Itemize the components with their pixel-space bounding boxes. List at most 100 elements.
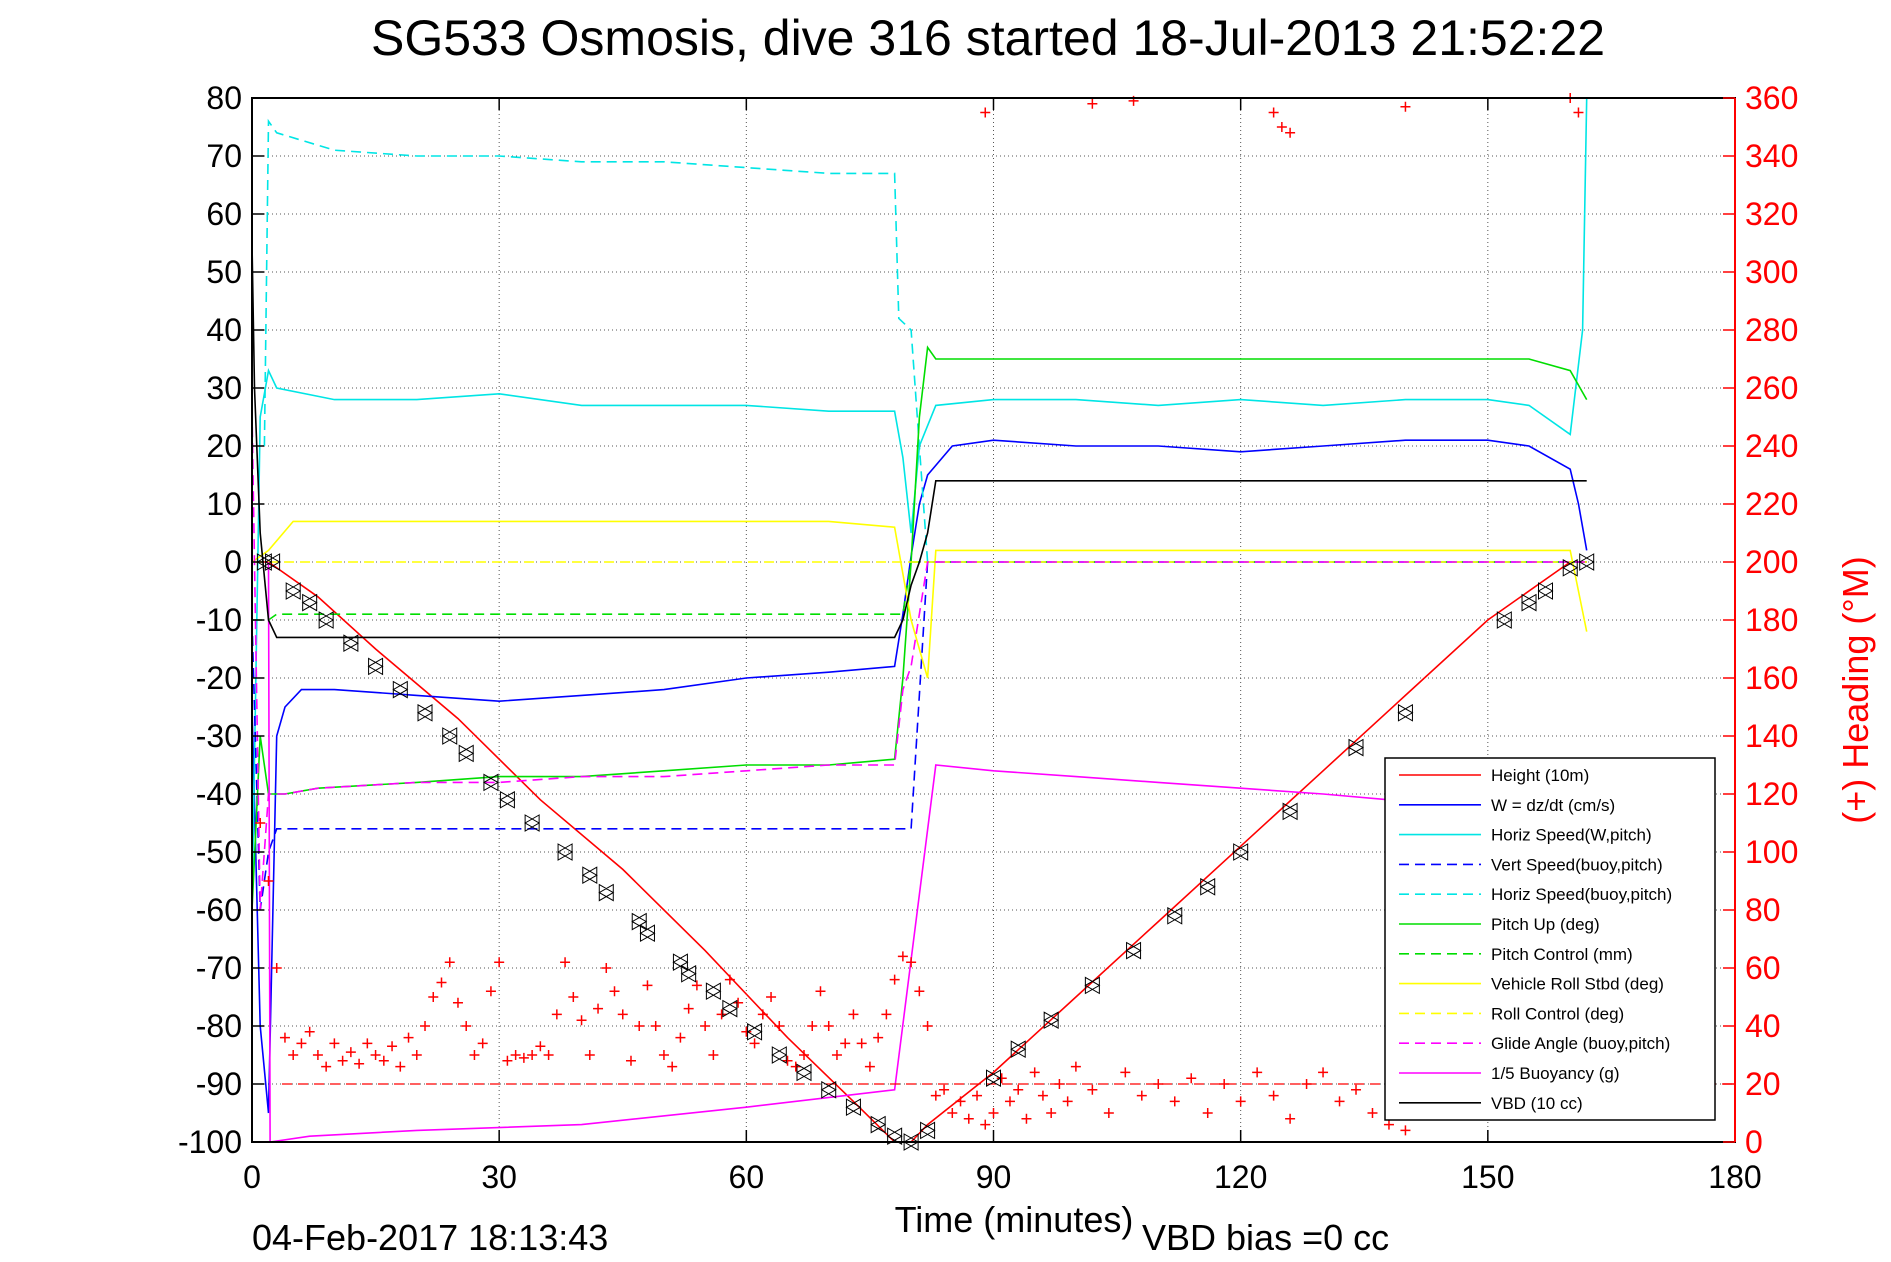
heading-point <box>263 876 274 886</box>
heading-point <box>1301 1079 1312 1089</box>
legend-label: Vert Speed(buoy,pitch) <box>1491 855 1663 874</box>
heading-point <box>321 1061 332 1072</box>
heading-point <box>1276 122 1287 132</box>
y2-tick-label: 260 <box>1745 370 1798 406</box>
y2-tick-label: 340 <box>1745 138 1798 174</box>
heading-point <box>296 1038 307 1049</box>
heading-point <box>881 1009 892 1020</box>
heading-point <box>1400 101 1411 112</box>
heading-point <box>1013 1084 1024 1095</box>
heading-point <box>889 974 900 985</box>
heading-point <box>1285 127 1296 138</box>
heading-point <box>576 1015 587 1026</box>
heading-point <box>972 1090 983 1101</box>
legend-label: Height (10m) <box>1491 766 1589 785</box>
height-marker <box>524 814 541 832</box>
height-marker <box>680 964 697 983</box>
legend-box <box>1384 757 1716 1121</box>
x-tick-label: 0 <box>243 1159 261 1195</box>
height-marker <box>870 1115 887 1134</box>
y2-tick-label: 320 <box>1745 196 1798 232</box>
heading-point <box>930 1090 941 1101</box>
heading-point <box>922 1021 933 1031</box>
height-marker <box>795 1063 813 1082</box>
heading-point <box>650 1021 661 1031</box>
heading-point <box>1318 1067 1329 1078</box>
heading-point <box>980 107 991 118</box>
x-tick-label: 180 <box>1708 1159 1761 1195</box>
y-tick-label: -10 <box>196 602 242 638</box>
heading-point <box>494 957 505 968</box>
heading-point <box>708 1050 719 1060</box>
x-tick-label: 30 <box>481 1159 517 1195</box>
y-tick-label: -30 <box>196 718 242 754</box>
heading-point <box>255 818 266 828</box>
heading-point <box>906 957 917 968</box>
series-line-w <box>251 439 1588 1114</box>
heading-point <box>823 1021 834 1031</box>
legend-label: Horiz Speed(W,pitch) <box>1491 826 1652 845</box>
height-marker <box>318 611 335 629</box>
heading-point <box>1029 1067 1040 1078</box>
heading-point <box>757 1009 768 1020</box>
y-tick-label: -70 <box>196 950 242 986</box>
heading-point <box>436 977 447 988</box>
vbd-bias-label: VBD bias =0 cc <box>1142 1217 1389 1258</box>
height-marker <box>557 843 574 861</box>
y-tick-label: -100 <box>178 1124 242 1160</box>
series-line-horiz_w <box>251 97 1588 911</box>
heading-point <box>914 986 925 997</box>
heading-point <box>312 1050 323 1060</box>
y-tick-label: 0 <box>224 544 242 580</box>
heading-point <box>518 1052 529 1063</box>
x-tick-label: 90 <box>976 1159 1012 1195</box>
y2-tick-label: 80 <box>1745 892 1781 928</box>
heading-point <box>560 957 571 968</box>
series-line-vbd <box>251 242 1587 639</box>
height-marker <box>631 912 648 931</box>
legend-label: Horiz Speed(buoy,pitch) <box>1491 885 1672 904</box>
heading-point <box>790 1061 801 1072</box>
heading-point <box>1087 98 1098 109</box>
heading-point <box>658 1050 669 1060</box>
y-tick-label: 40 <box>206 312 242 348</box>
heading-point <box>477 1038 488 1049</box>
heading-point <box>1202 1108 1213 1118</box>
heading-point <box>1367 1108 1378 1118</box>
heading-point <box>1021 1113 1032 1124</box>
height-marker <box>598 883 615 902</box>
x-tick-label: 60 <box>729 1159 765 1195</box>
height-marker <box>1232 843 1249 861</box>
heading-point <box>502 1055 513 1066</box>
heading-point <box>395 1061 406 1072</box>
heading-point <box>675 1032 686 1043</box>
y2-tick-label: 20 <box>1745 1066 1781 1102</box>
height-marker <box>392 680 409 699</box>
heading-point <box>1054 1079 1065 1089</box>
heading-point <box>700 1021 711 1031</box>
heading-point <box>1070 1061 1081 1072</box>
marker-layer <box>256 553 1595 1151</box>
y2-tick-label: 160 <box>1745 660 1798 696</box>
heading-point <box>667 1061 678 1072</box>
timestamp: 04-Feb-2017 18:13:43 <box>252 1217 608 1258</box>
heading-point <box>963 1113 974 1124</box>
height-marker <box>985 1069 1002 1088</box>
series-line-buoyancy <box>267 561 1390 1143</box>
y2-tick-label: 40 <box>1745 1008 1781 1044</box>
height-marker <box>1521 593 1538 612</box>
heading-point <box>288 1050 299 1060</box>
legend-label: Pitch Up (deg) <box>1491 915 1600 934</box>
heading-point <box>996 1073 1007 1084</box>
heading-point <box>354 1058 365 1069</box>
height-marker <box>639 924 656 943</box>
heading-point <box>864 1061 875 1072</box>
heading-point <box>1235 1096 1246 1107</box>
heading-point <box>733 997 744 1008</box>
y2-tick-label: 300 <box>1745 254 1798 290</box>
heading-point <box>1285 1113 1296 1124</box>
height-marker <box>705 982 722 1001</box>
height-marker <box>1397 703 1414 722</box>
heading-point <box>543 1050 554 1060</box>
y2-tick-label: 120 <box>1745 776 1798 812</box>
